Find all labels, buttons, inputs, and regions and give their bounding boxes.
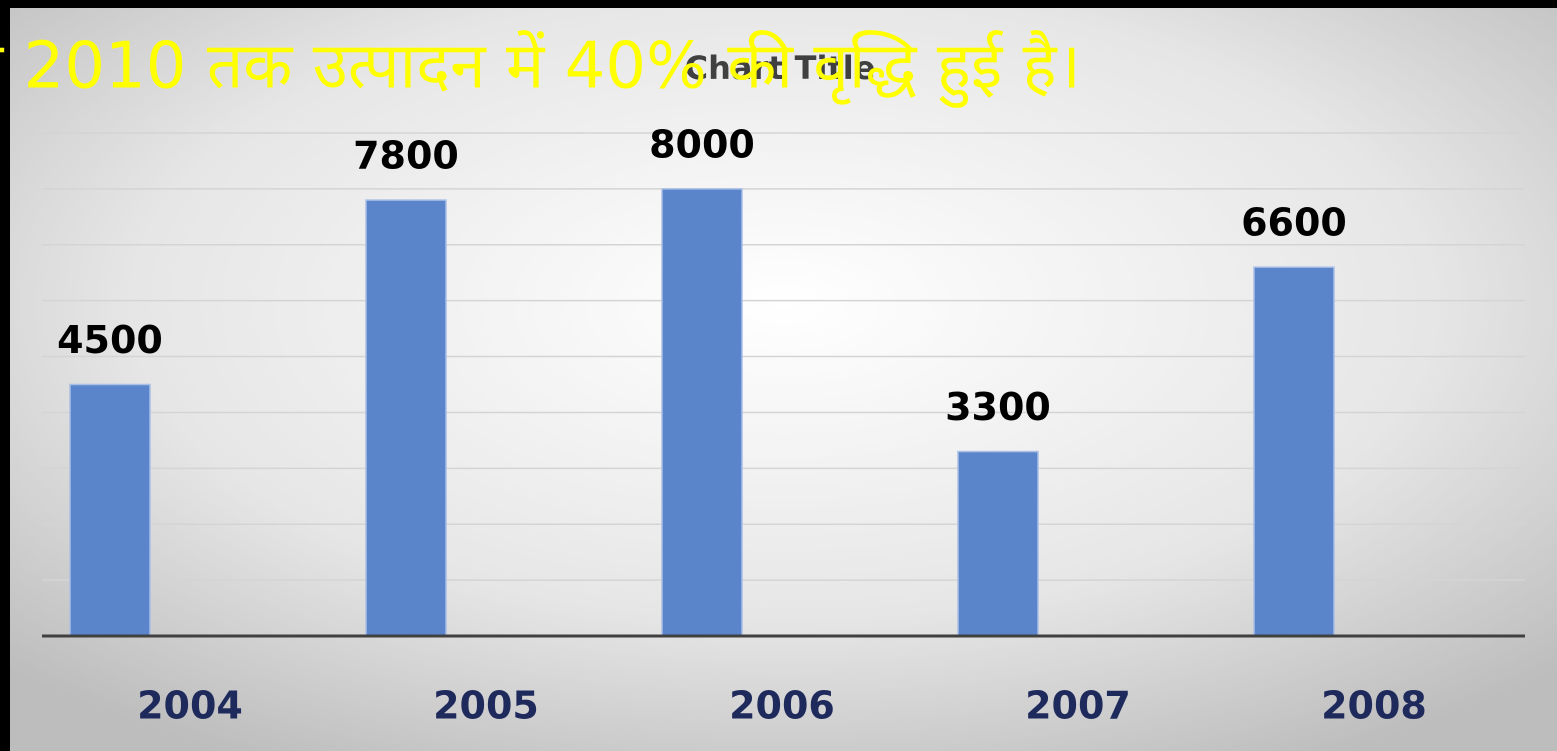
bar: [1253, 266, 1335, 637]
bar: [69, 383, 151, 637]
x-tick-label: 2008: [1321, 684, 1427, 728]
value-label: 3300: [945, 385, 1051, 429]
value-label: 4500: [57, 318, 163, 362]
x-tick-label: 2005: [433, 684, 539, 728]
x-tick-label: 2006: [729, 684, 835, 728]
overlay-subtitle: से 2010 तक उत्पादन में 40% की वृद्धि हुई…: [0, 30, 1081, 109]
bar: [365, 199, 447, 637]
plot-area: 4500 2004 7800 2005 8000 2006 3300 2007 6600 2008: [42, 122, 1525, 728]
bar: [661, 188, 743, 637]
value-label: 8000: [649, 122, 755, 166]
bar: [957, 450, 1039, 637]
x-tick-label: 2007: [1025, 684, 1131, 728]
value-label: 6600: [1241, 201, 1347, 245]
chart-title: Chart Title: [685, 49, 876, 87]
value-label: 7800: [353, 134, 459, 178]
x-tick-label: 2004: [137, 684, 243, 728]
